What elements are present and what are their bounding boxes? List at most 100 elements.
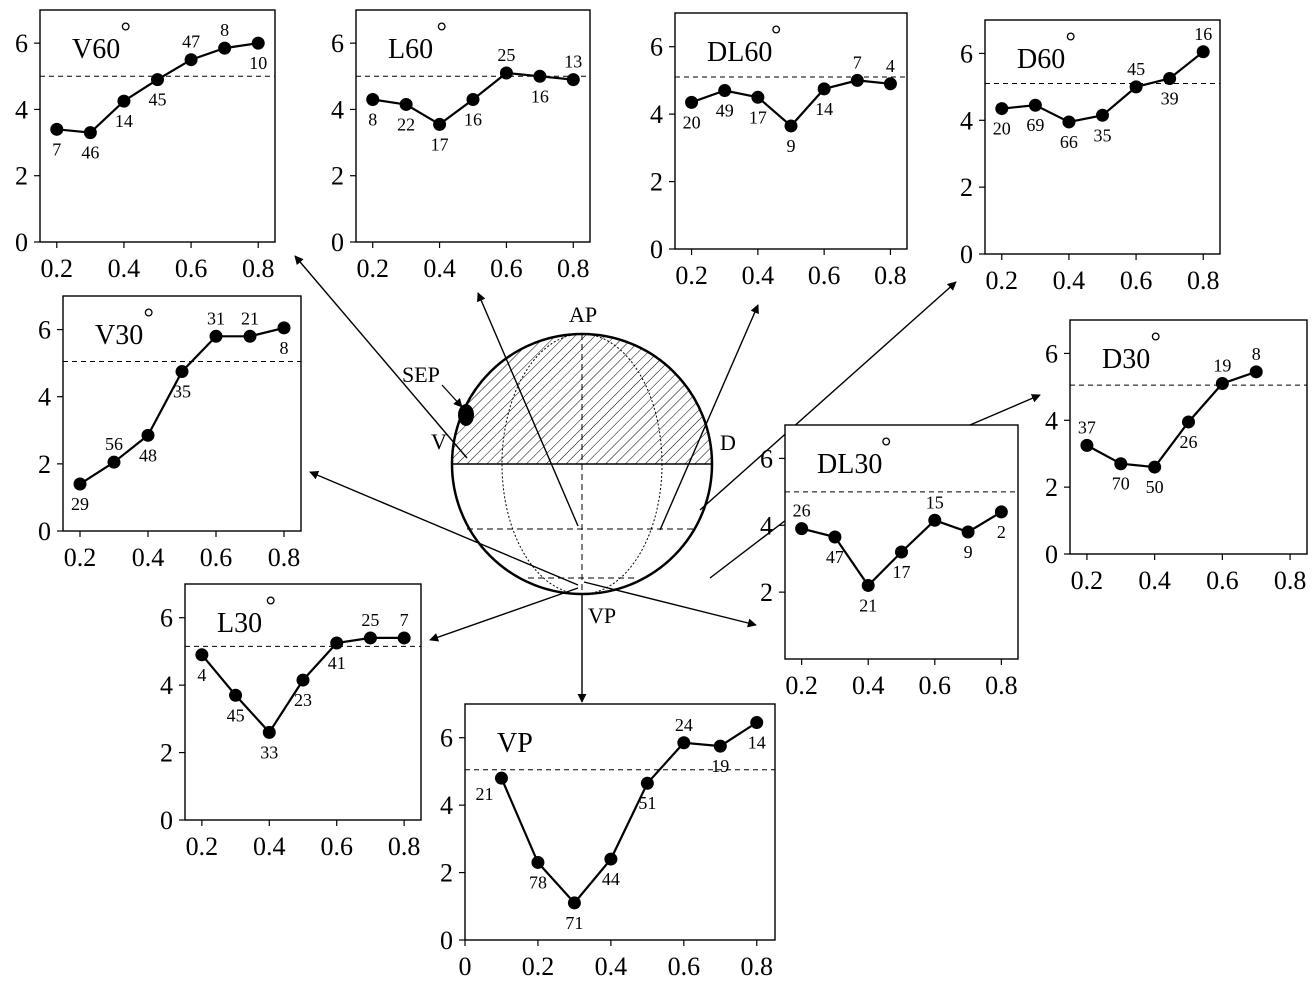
chart-title: D60	[1017, 44, 1065, 75]
arrow-to-dl60	[659, 304, 759, 531]
data-label: 14	[115, 111, 133, 131]
data-point	[499, 66, 513, 80]
y-tick-label: 2	[1045, 473, 1058, 502]
y-tick-label: 2	[15, 162, 28, 191]
x-tick-label: 0.6	[1206, 566, 1239, 595]
y-tick-label: 6	[160, 604, 173, 633]
chart-title: DL30	[817, 449, 882, 480]
degree-mark: °	[881, 432, 891, 461]
degree-mark: °	[771, 20, 781, 49]
y-tick-label: 6	[38, 316, 51, 345]
data-label: 46	[81, 143, 99, 163]
x-tick-label: 0.8	[1274, 566, 1307, 595]
data-label: 45	[149, 90, 167, 110]
data-point	[107, 455, 121, 469]
x-tick-label: 0.2	[356, 254, 389, 283]
x-tick-label: 0.8	[388, 832, 421, 861]
chart-title: L60	[388, 34, 433, 65]
data-point	[218, 41, 232, 55]
chart-title: D30	[1102, 344, 1150, 375]
data-label: 22	[397, 114, 415, 134]
y-tick-label: 2	[440, 859, 453, 888]
data-point	[994, 505, 1008, 519]
data-label: 9	[964, 542, 973, 562]
y-tick-label: 0	[15, 228, 28, 257]
sphere-diagram: AP VP V D SEP	[402, 302, 736, 628]
data-label: 41	[328, 653, 346, 673]
chart-l30: 0 2 4 6 0.2 0.4 0.6 0.8 L30° 4 45 33 23 41 25 7	[160, 583, 422, 861]
data-label: 19	[711, 756, 729, 776]
data-point	[73, 477, 87, 491]
data-label: 21	[241, 308, 259, 328]
data-label: 8	[220, 20, 229, 40]
x-tick-label: 0.6	[490, 254, 523, 283]
data-point	[1163, 72, 1177, 85]
data-label: 13	[564, 52, 582, 72]
y-tick-label: 2	[760, 578, 773, 607]
data-point	[1182, 415, 1195, 429]
data-point	[995, 102, 1009, 116]
data-point	[366, 92, 380, 106]
x-tick-label: 0.2	[41, 254, 74, 283]
y-tick-label: 0	[160, 806, 173, 835]
arrow-to-v60	[294, 255, 468, 459]
y-tick-label: 6	[1045, 339, 1058, 368]
data-label: 48	[139, 445, 157, 465]
data-point	[433, 117, 447, 131]
data-point	[330, 636, 344, 650]
data-point	[243, 329, 257, 343]
data-point	[1148, 460, 1162, 474]
x-tick-label: 0.2	[522, 952, 555, 981]
y-tick-label: 4	[440, 791, 453, 820]
y-tick-label: 4	[1045, 406, 1058, 435]
x-tick-label: 0.4	[1138, 566, 1171, 595]
x-tick-label: 0.4	[852, 671, 885, 700]
arrow-to-l60	[477, 292, 579, 527]
data-point	[363, 631, 377, 645]
data-point	[533, 69, 547, 83]
data-label: 33	[260, 742, 278, 762]
data-label: 2	[997, 522, 1006, 542]
data-label: 35	[173, 382, 191, 402]
data-label: 70	[1112, 474, 1130, 494]
data-label: 8	[1252, 344, 1261, 364]
data-label: 78	[529, 872, 547, 892]
chart-frame	[984, 19, 1221, 255]
chart-frame	[39, 9, 276, 243]
degree-mark: °	[144, 303, 154, 332]
y-tick-label: 6	[960, 39, 973, 68]
data-point	[640, 776, 654, 790]
arrow-to-d60	[699, 281, 957, 511]
data-point	[1249, 365, 1263, 379]
x-tick-label: 0.6	[320, 832, 353, 861]
arrow-to-v30	[309, 471, 579, 586]
data-label: 45	[227, 705, 245, 725]
x-tick-label: 0.2	[1071, 566, 1104, 595]
chart-dl30: 2 4 6 0.2 0.4 0.6 0.8 DL30° 26 47 21 17 15 9 2	[760, 424, 1019, 700]
chart-title: DL60	[707, 37, 772, 68]
data-point	[1062, 115, 1076, 129]
data-point	[567, 896, 581, 910]
data-point	[750, 716, 764, 730]
data-label: 39	[1161, 89, 1179, 109]
data-label: 16	[531, 86, 549, 106]
data-label: 14	[748, 733, 766, 753]
data-point	[961, 525, 975, 539]
data-label: 21	[475, 784, 493, 804]
data-point	[50, 122, 64, 136]
data-label: 37	[1078, 417, 1096, 437]
data-label: 24	[675, 715, 693, 735]
data-point	[277, 321, 291, 335]
data-point	[784, 119, 798, 133]
x-tick-label: 0.6	[668, 952, 701, 981]
data-label: 66	[1060, 132, 1078, 152]
data-point	[604, 852, 618, 866]
data-point	[566, 73, 580, 87]
x-tick-label: 0.2	[986, 266, 1019, 295]
data-point	[397, 631, 411, 645]
data-point	[685, 95, 699, 109]
chart-frame	[62, 295, 302, 532]
data-point	[677, 736, 691, 750]
data-label: 26	[793, 501, 811, 521]
